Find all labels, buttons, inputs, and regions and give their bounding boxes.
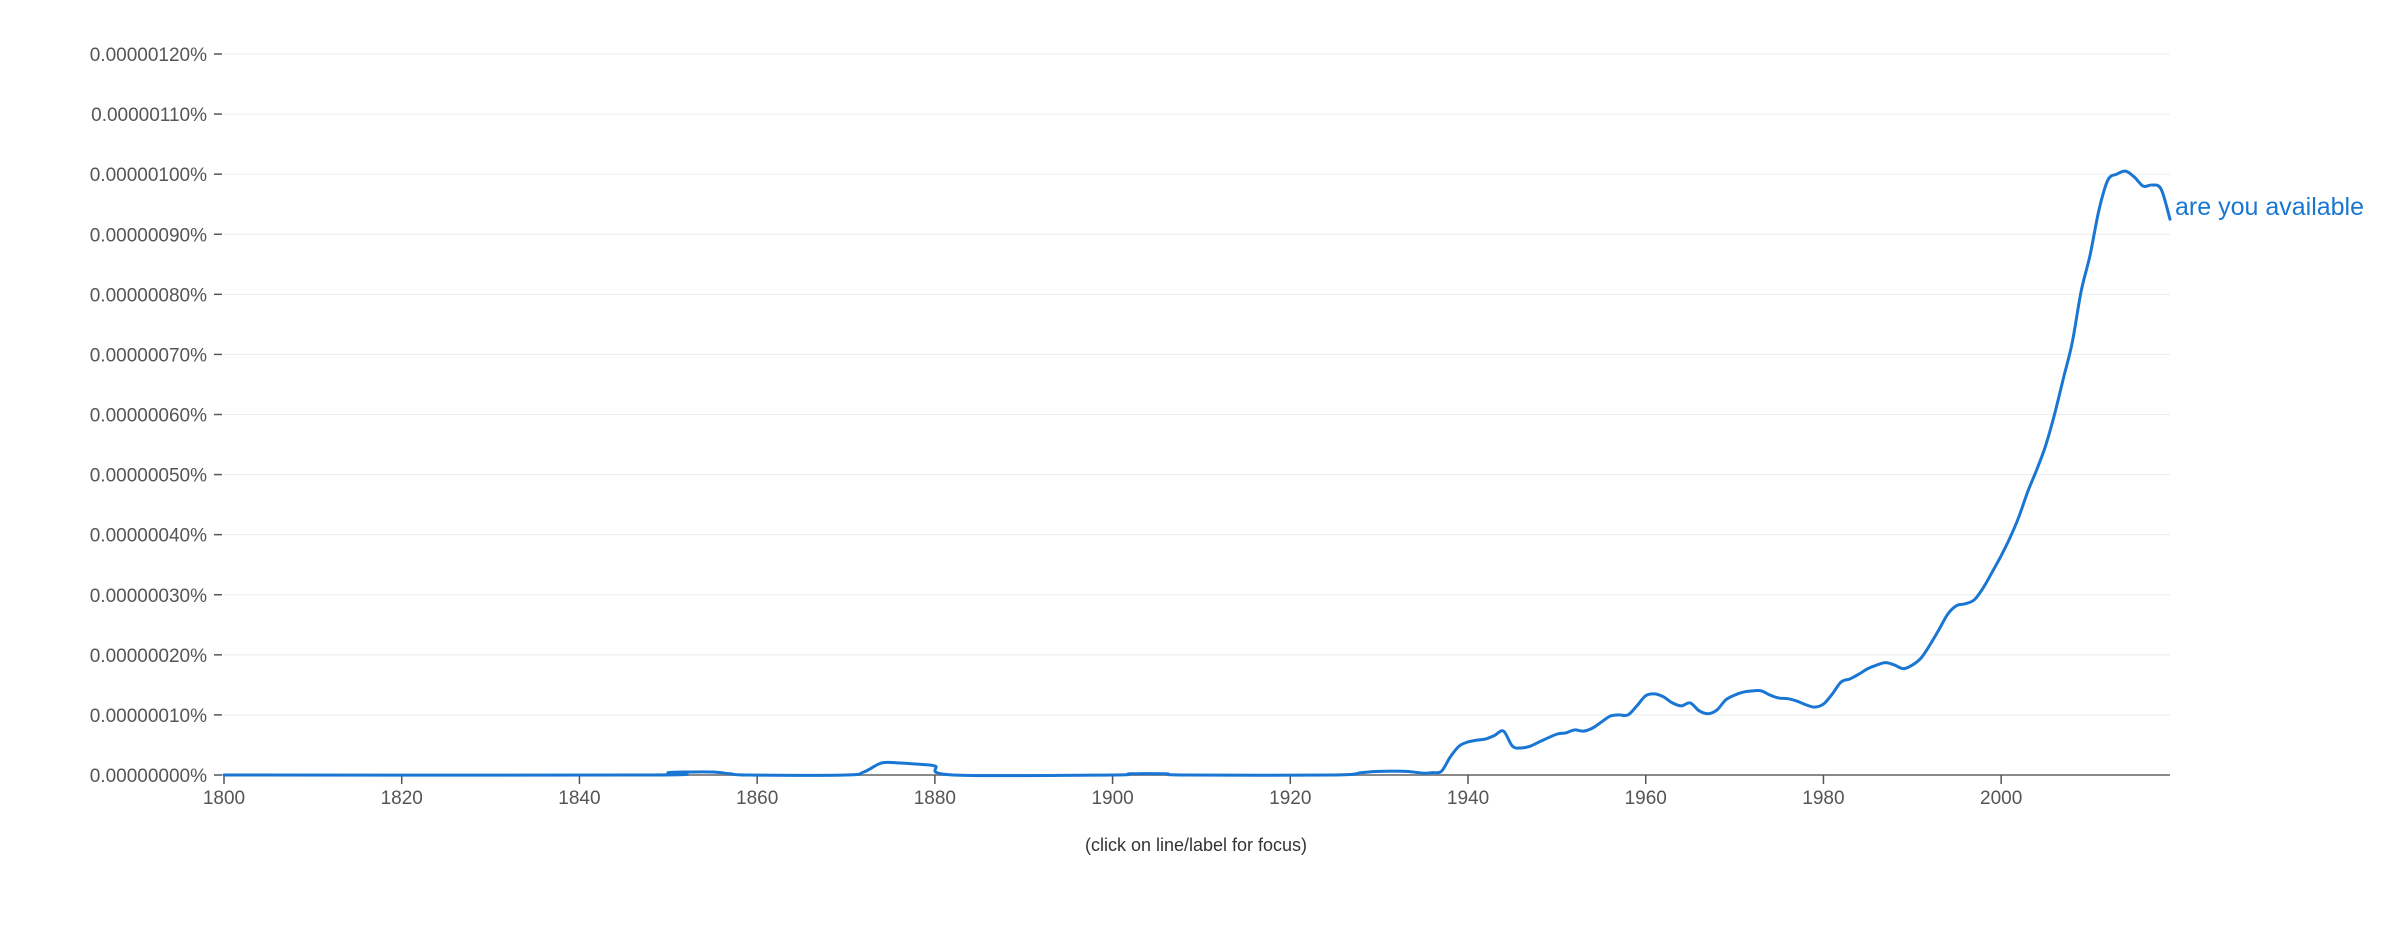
y-tick-label: 0.00000080% — [90, 285, 207, 306]
y-axis: 0.00000000% 0.00000010% 0.00000020% 0.00000… — [90, 45, 222, 787]
x-tick-label: 1960 — [1625, 788, 1667, 809]
y-tick-label: 0.00000000% — [90, 766, 207, 787]
x-tick-label: 1940 — [1447, 788, 1489, 809]
series-line[interactable] — [222, 169, 2172, 778]
y-tick-label: 0.00000050% — [90, 466, 207, 487]
focus-hint: (click on line/label for focus) — [1085, 835, 1307, 855]
series-label[interactable]: are you available — [2175, 193, 2364, 221]
x-tick-label: 1860 — [736, 788, 778, 809]
series-labels[interactable]: are you available — [2175, 193, 2364, 221]
y-tick-label: 0.00000090% — [90, 225, 207, 246]
y-tick-label: 0.00000100% — [90, 165, 207, 186]
y-tick-label: 0.00000070% — [90, 345, 207, 366]
x-tick-label: 1820 — [381, 788, 423, 809]
x-tick-label: 1840 — [558, 788, 600, 809]
x-tick-label: 2000 — [1980, 788, 2022, 809]
y-tick-label: 0.00000010% — [90, 706, 207, 727]
y-tick-label: 0.00000030% — [90, 586, 207, 607]
series-lines[interactable] — [222, 169, 2172, 778]
y-tick-label: 0.00000040% — [90, 526, 207, 547]
grid-lines — [224, 53, 2170, 716]
y-tick-label: 0.00000060% — [90, 406, 207, 427]
x-tick-label: 1900 — [1091, 788, 1133, 809]
x-tick-label: 1800 — [203, 788, 245, 809]
x-tick-label: 1880 — [914, 788, 956, 809]
y-tick-label: 0.00000120% — [90, 45, 207, 66]
y-tick-label: 0.00000110% — [91, 105, 207, 126]
x-tick-label: 1980 — [1802, 788, 1844, 809]
y-tick-label: 0.00000020% — [90, 646, 207, 667]
x-tick-label: 1920 — [1269, 788, 1311, 809]
x-axis: 1800 1820 1840 1860 1880 1900 1920 1940 1960 1980… — [203, 774, 2170, 809]
